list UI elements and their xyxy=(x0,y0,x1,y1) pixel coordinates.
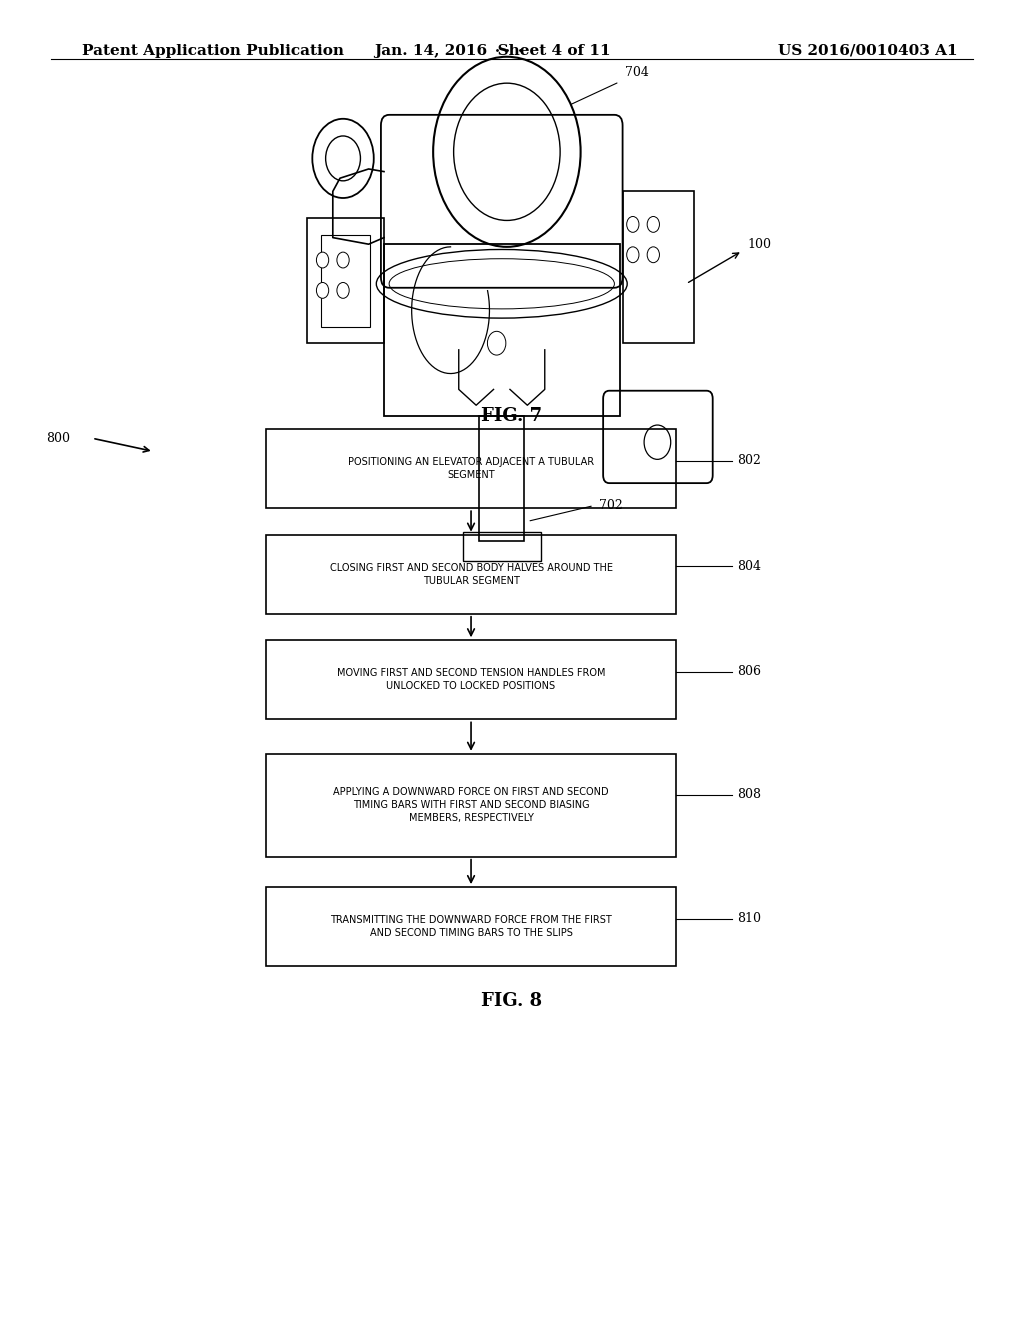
Bar xyxy=(623,191,694,343)
Text: 806: 806 xyxy=(737,665,761,678)
Bar xyxy=(307,218,384,343)
Bar xyxy=(321,235,370,327)
Text: 702: 702 xyxy=(599,499,623,512)
Text: 804: 804 xyxy=(737,560,761,573)
Text: FIG. 8: FIG. 8 xyxy=(481,991,543,1010)
Bar xyxy=(463,532,541,561)
Text: APPLYING A DOWNWARD FORCE ON FIRST AND SECOND
TIMING BARS WITH FIRST AND SECOND : APPLYING A DOWNWARD FORCE ON FIRST AND S… xyxy=(333,788,609,822)
Bar xyxy=(266,887,676,966)
Text: CLOSING FIRST AND SECOND BODY HALVES AROUND THE
TUBULAR SEGMENT: CLOSING FIRST AND SECOND BODY HALVES ARO… xyxy=(330,562,612,586)
Text: US 2016/0010403 A1: US 2016/0010403 A1 xyxy=(778,44,957,58)
Text: 800: 800 xyxy=(46,432,70,445)
Circle shape xyxy=(627,216,639,232)
Text: 100: 100 xyxy=(748,238,771,251)
Circle shape xyxy=(647,216,659,232)
Circle shape xyxy=(316,252,329,268)
Bar xyxy=(384,244,620,416)
Bar xyxy=(479,416,524,541)
Text: Jan. 14, 2016  Sheet 4 of 11: Jan. 14, 2016 Sheet 4 of 11 xyxy=(374,44,610,58)
Bar xyxy=(266,754,676,857)
Text: MOVING FIRST AND SECOND TENSION HANDLES FROM
UNLOCKED TO LOCKED POSITIONS: MOVING FIRST AND SECOND TENSION HANDLES … xyxy=(337,668,605,692)
Bar xyxy=(266,640,676,719)
Text: 704: 704 xyxy=(625,66,648,79)
Text: 802: 802 xyxy=(737,454,761,467)
Text: TRANSMITTING THE DOWNWARD FORCE FROM THE FIRST
AND SECOND TIMING BARS TO THE SLI: TRANSMITTING THE DOWNWARD FORCE FROM THE… xyxy=(330,915,612,939)
Bar xyxy=(266,429,676,508)
Text: 810: 810 xyxy=(737,912,761,925)
Text: FIG. 7: FIG. 7 xyxy=(481,407,543,425)
Text: POSITIONING AN ELEVATOR ADJACENT A TUBULAR
SEGMENT: POSITIONING AN ELEVATOR ADJACENT A TUBUL… xyxy=(348,457,594,480)
Circle shape xyxy=(337,282,349,298)
Bar xyxy=(266,535,676,614)
Circle shape xyxy=(647,247,659,263)
Circle shape xyxy=(337,252,349,268)
Circle shape xyxy=(316,282,329,298)
Text: Patent Application Publication: Patent Application Publication xyxy=(82,44,344,58)
Text: 808: 808 xyxy=(737,788,761,801)
Circle shape xyxy=(487,331,506,355)
Circle shape xyxy=(627,247,639,263)
